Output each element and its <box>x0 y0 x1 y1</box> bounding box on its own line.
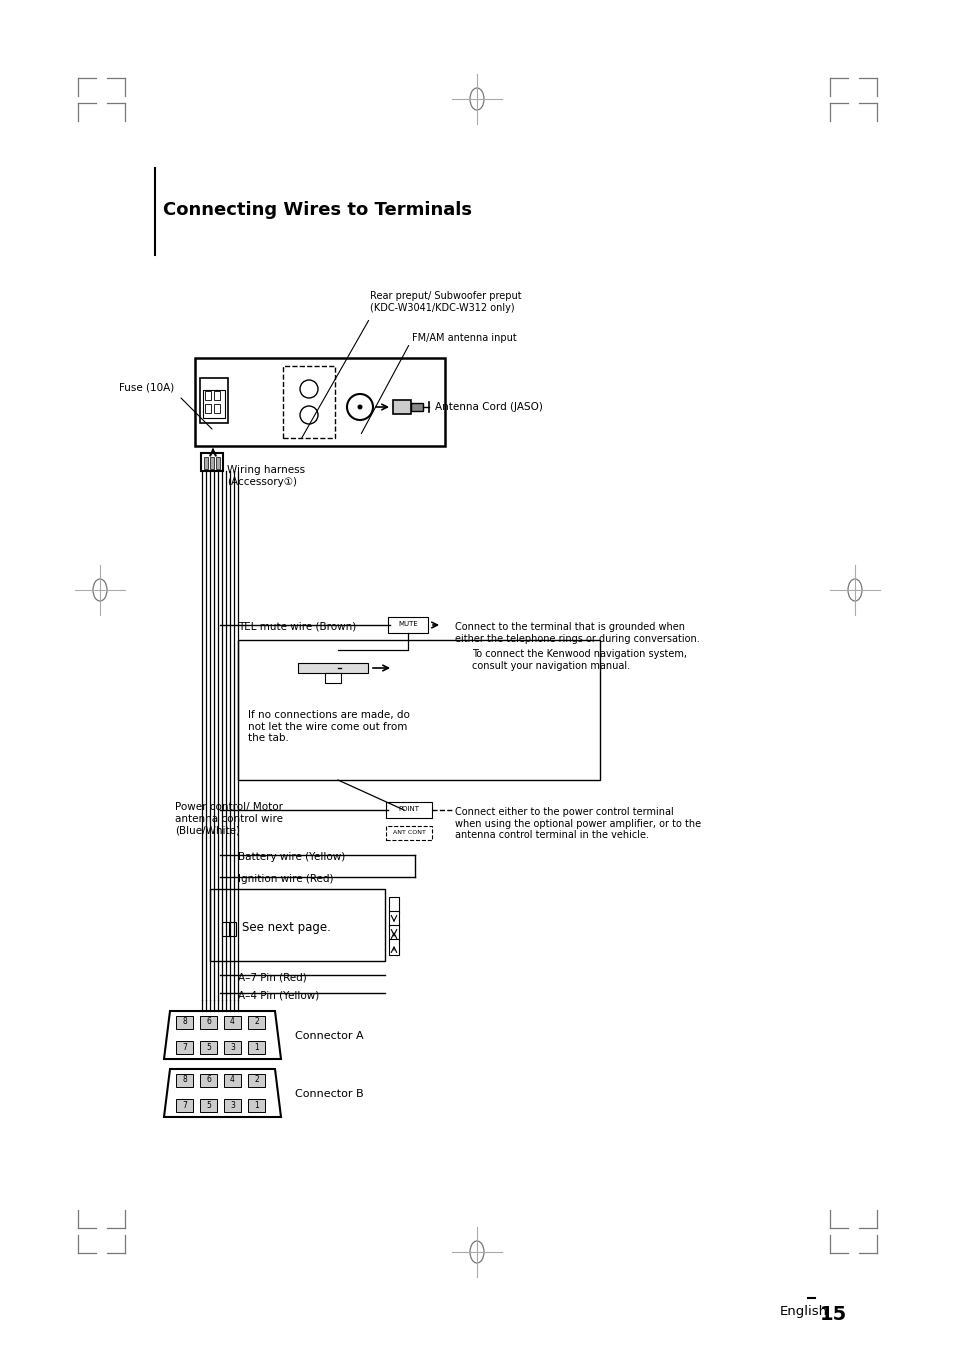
Bar <box>283 366 335 437</box>
Bar <box>248 1041 265 1054</box>
Text: See next page.: See next page. <box>242 921 331 933</box>
Bar <box>325 674 340 683</box>
Text: 5: 5 <box>206 1102 211 1111</box>
Bar <box>222 922 235 936</box>
Text: Wiring harness
(Accessory①): Wiring harness (Accessory①) <box>227 464 305 486</box>
Text: 8: 8 <box>182 1076 187 1084</box>
Bar <box>213 404 220 413</box>
Text: 3: 3 <box>230 1102 234 1111</box>
Bar <box>175 1075 193 1087</box>
Text: To connect the Kenwood navigation system,
consult your navigation manual.: To connect the Kenwood navigation system… <box>472 649 686 671</box>
Text: Antenna Cord (JASO): Antenna Cord (JASO) <box>435 402 542 412</box>
Bar <box>175 1041 193 1054</box>
Bar <box>457 656 460 664</box>
Bar <box>456 655 468 666</box>
Circle shape <box>357 405 362 409</box>
Text: MUTE: MUTE <box>397 621 417 626</box>
Bar <box>200 1075 216 1087</box>
Bar <box>248 1075 265 1087</box>
Text: Connecting Wires to Terminals: Connecting Wires to Terminals <box>163 201 472 219</box>
Bar <box>205 392 211 400</box>
Text: Ignition wire (Red): Ignition wire (Red) <box>237 873 334 884</box>
Text: 7: 7 <box>182 1044 187 1053</box>
Text: 6: 6 <box>206 1018 211 1026</box>
Bar <box>411 404 422 410</box>
Bar <box>175 1017 193 1029</box>
Bar <box>200 1041 216 1054</box>
Text: 4: 4 <box>230 1076 234 1084</box>
Text: 8: 8 <box>182 1018 187 1026</box>
Text: 2: 2 <box>253 1076 258 1084</box>
Text: POINT: POINT <box>398 806 419 811</box>
Bar <box>215 458 220 468</box>
Bar <box>462 656 465 664</box>
Bar <box>213 392 220 400</box>
Text: Battery wire (Yellow): Battery wire (Yellow) <box>237 852 345 863</box>
Text: A–7 Pin (Red): A–7 Pin (Red) <box>237 973 307 983</box>
Bar <box>201 454 223 471</box>
Text: A–4 Pin (Yellow): A–4 Pin (Yellow) <box>237 991 319 1000</box>
Polygon shape <box>164 1011 281 1058</box>
Bar <box>393 400 411 414</box>
Text: 3: 3 <box>230 1044 234 1053</box>
Text: 4: 4 <box>230 1018 234 1026</box>
Text: TEL mute wire (Brown): TEL mute wire (Brown) <box>237 622 355 632</box>
Text: If no connections are made, do
not let the wire come out from
the tab.: If no connections are made, do not let t… <box>248 710 410 744</box>
Text: 6: 6 <box>206 1076 211 1084</box>
Text: Connector B: Connector B <box>294 1089 363 1099</box>
Text: 1: 1 <box>253 1102 258 1111</box>
Text: Power control/ Motor
antenna control wire
(Blue/White): Power control/ Motor antenna control wir… <box>174 802 283 836</box>
Bar <box>194 358 444 446</box>
Bar <box>210 458 213 468</box>
Bar <box>224 1041 241 1054</box>
Bar <box>224 1017 241 1029</box>
Bar <box>388 617 428 633</box>
Bar <box>200 1017 216 1029</box>
Bar <box>389 911 398 927</box>
Bar <box>205 404 211 413</box>
Text: Rear preput/ Subwoofer preput
(KDC-W3041/KDC-W312 only): Rear preput/ Subwoofer preput (KDC-W3041… <box>370 292 521 313</box>
Text: Fuse (10A): Fuse (10A) <box>118 383 173 393</box>
Bar <box>389 925 398 941</box>
Text: Connector A: Connector A <box>294 1031 363 1041</box>
Bar <box>224 1075 241 1087</box>
Bar <box>297 663 368 674</box>
Bar <box>237 640 599 780</box>
Text: FM/AM antenna input: FM/AM antenna input <box>412 333 517 343</box>
Bar <box>203 390 225 418</box>
Text: 7: 7 <box>182 1102 187 1111</box>
Text: 1: 1 <box>253 1044 258 1053</box>
Bar <box>224 1099 241 1112</box>
Bar <box>248 1099 265 1112</box>
Bar <box>386 826 432 840</box>
Text: Connect to the terminal that is grounded when
either the telephone rings or duri: Connect to the terminal that is grounded… <box>455 622 699 644</box>
Text: 15: 15 <box>820 1305 846 1324</box>
Text: 5: 5 <box>206 1044 211 1053</box>
Polygon shape <box>164 1069 281 1116</box>
Bar <box>389 940 398 954</box>
Text: 2: 2 <box>253 1018 258 1026</box>
Bar <box>204 458 208 468</box>
Bar <box>248 1017 265 1029</box>
Bar <box>200 1099 216 1112</box>
Bar <box>200 378 228 423</box>
Bar <box>210 890 385 961</box>
Bar <box>386 802 432 818</box>
Bar <box>389 896 398 913</box>
Text: Connect either to the power control terminal
when using the optional power ampli: Connect either to the power control term… <box>455 807 700 840</box>
Bar <box>175 1099 193 1112</box>
Text: English: English <box>780 1305 827 1318</box>
Text: ANT CONT: ANT CONT <box>392 830 425 836</box>
